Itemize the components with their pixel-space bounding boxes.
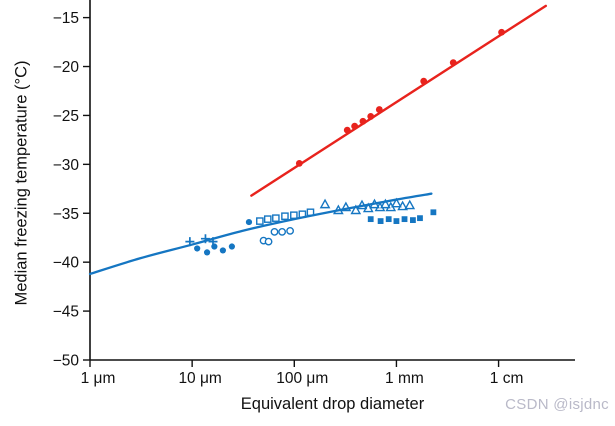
axes: −15 −20 −25 −30 −35 −40 −45 −501 μm 10 μm 100 μm 1…	[53, 0, 575, 387]
triangle-open-marker	[340, 201, 352, 212]
series-small-drops-fit-curve	[88, 192, 433, 276]
x-tick-label: 1 mm	[385, 370, 424, 387]
square-filled-marker	[367, 216, 374, 223]
triangle-open-marker	[350, 204, 362, 215]
y-axis-title: Median freezing temperature (°C)	[12, 60, 31, 306]
series-blue-open-triangle-points	[319, 197, 416, 215]
square-open-marker	[272, 214, 280, 222]
square-filled-marker	[377, 218, 384, 224]
triangle-open-marker	[404, 199, 416, 210]
square-filled-marker	[417, 215, 423, 222]
series-blue-open-square-points	[256, 208, 315, 225]
series-blue-open-circle-points	[259, 226, 295, 246]
y-tick-label: −15	[53, 10, 79, 27]
circle-open-marker	[278, 227, 287, 236]
watermark: CSDN @isjdnc	[505, 396, 609, 413]
y-tick-label: −20	[53, 59, 80, 76]
circle-filled-marker	[351, 122, 359, 130]
y-tick-label: −25	[53, 108, 79, 125]
circle-filled-marker	[194, 245, 201, 252]
square-filled-marker	[430, 209, 437, 216]
series-blue-filled-circle-points	[194, 218, 253, 256]
triangle-open-marker	[397, 200, 408, 211]
circle-filled-marker	[449, 59, 457, 67]
circle-filled-marker	[343, 126, 351, 134]
triangle-open-marker	[380, 198, 391, 209]
square-open-marker	[256, 217, 264, 225]
triangle-open-marker	[391, 197, 402, 208]
x-tick-label: 100 μm	[276, 370, 328, 387]
circle-filled-marker	[498, 28, 505, 36]
circle-filled-marker	[367, 113, 375, 120]
series-blue-filled-square-points	[367, 209, 437, 224]
circle-filled-marker	[420, 77, 428, 85]
square-open-marker	[306, 208, 315, 217]
circle-filled-marker	[375, 106, 383, 113]
series-large-drops-observations	[295, 28, 505, 167]
plus-marker	[200, 234, 210, 244]
y-tick-label: −50	[53, 353, 80, 370]
circle-open-marker	[264, 237, 273, 246]
square-filled-marker	[410, 217, 416, 224]
circle-filled-marker	[245, 218, 253, 226]
y-tick-label: −45	[53, 304, 79, 321]
triangle-open-marker	[332, 204, 344, 215]
x-tick-label: 10 μm	[178, 370, 221, 387]
y-tick-label: −30	[53, 157, 80, 174]
circle-filled-marker	[219, 247, 226, 254]
circle-open-marker	[270, 227, 279, 236]
circle-filled-marker	[295, 159, 303, 167]
plus-marker	[185, 237, 195, 247]
triangle-open-marker	[369, 198, 380, 209]
square-filled-marker	[393, 218, 400, 224]
y-tick-label: −35	[53, 206, 79, 223]
circle-filled-marker	[228, 243, 235, 250]
circle-filled-marker	[211, 243, 218, 250]
square-filled-marker	[401, 216, 408, 223]
square-open-marker	[290, 211, 298, 220]
square-open-marker	[263, 215, 272, 223]
x-tick-label: 1 μm	[81, 370, 116, 387]
x-axis-title: Equivalent drop diameter	[240, 395, 425, 413]
small-drops-fit-curve-path	[88, 192, 433, 276]
circle-filled-marker	[359, 117, 367, 125]
y-tick-label: −40	[53, 255, 80, 272]
x-tick-label: 1 cm	[490, 370, 524, 387]
square-filled-marker	[385, 216, 392, 223]
triangle-open-marker	[356, 199, 368, 210]
square-open-marker	[281, 212, 289, 220]
circle-open-marker	[286, 226, 295, 235]
circle-filled-marker	[203, 249, 211, 256]
square-open-marker	[298, 210, 307, 219]
triangle-open-marker	[319, 198, 331, 209]
